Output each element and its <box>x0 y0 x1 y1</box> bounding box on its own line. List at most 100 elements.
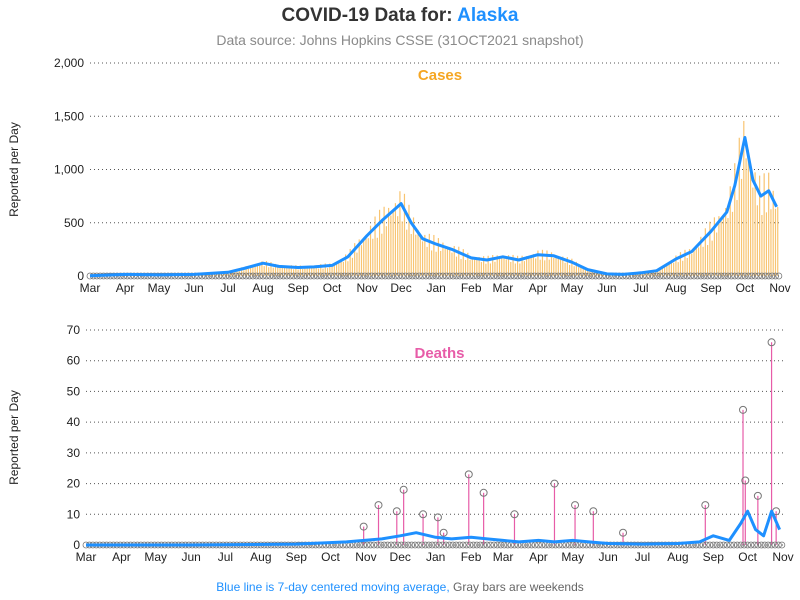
daily-marker <box>388 272 396 280</box>
daily-marker <box>575 272 583 280</box>
daily-marker <box>571 501 580 510</box>
daily-marker <box>463 272 471 280</box>
daily-marker <box>330 272 338 280</box>
daily-marker <box>741 476 750 485</box>
daily-marker <box>747 541 755 549</box>
x-tick-label: Oct <box>321 550 340 564</box>
daily-marker <box>768 272 776 280</box>
x-tick-label: Jul <box>218 550 233 564</box>
x-tick-label: May <box>148 281 171 295</box>
daily-marker <box>476 541 484 549</box>
daily-marker <box>259 272 267 280</box>
daily-marker <box>252 272 260 280</box>
daily-marker <box>561 272 569 280</box>
daily-marker <box>449 541 457 549</box>
daily-marker <box>397 541 405 549</box>
footnote: Blue line is 7-day centered moving avera… <box>0 580 800 594</box>
x-tick-label: Jun <box>181 550 200 564</box>
daily-marker <box>548 272 555 280</box>
daily-marker <box>402 272 409 280</box>
daily-marker <box>534 272 542 280</box>
daily-marker <box>709 541 717 549</box>
daily-marker <box>754 541 762 549</box>
daily-marker <box>283 272 291 280</box>
daily-marker <box>449 272 457 280</box>
footnote-moving-average: Blue line is 7-day centered moving avera… <box>216 580 450 594</box>
daily-marker <box>429 272 437 280</box>
daily-marker <box>558 272 566 280</box>
daily-marker <box>404 541 412 549</box>
daily-marker <box>273 272 281 280</box>
daily-marker <box>476 272 484 280</box>
daily-marker <box>290 272 298 280</box>
daily-marker <box>767 338 776 347</box>
daily-marker <box>310 272 318 280</box>
daily-marker <box>588 272 596 280</box>
daily-marker <box>317 272 325 280</box>
daily-marker <box>459 541 467 549</box>
daily-marker <box>439 528 448 537</box>
daily-marker <box>466 272 474 280</box>
daily-marker <box>707 272 715 280</box>
daily-marker <box>737 541 745 549</box>
daily-marker <box>761 272 769 280</box>
x-tick-label: Oct <box>738 550 757 564</box>
daily-marker <box>538 541 546 549</box>
daily-marker <box>765 272 773 280</box>
daily-marker <box>242 272 250 280</box>
x-tick-label: Feb <box>461 281 482 295</box>
daily-marker <box>422 272 430 280</box>
daily-marker <box>656 272 664 280</box>
x-tick-label: Feb <box>461 550 482 564</box>
daily-marker <box>687 272 695 280</box>
x-tick-label: Oct <box>736 281 755 295</box>
daily-marker <box>724 272 732 280</box>
daily-marker <box>459 272 467 280</box>
moving-average-line <box>86 509 781 547</box>
daily-marker <box>751 272 759 280</box>
daily-marker <box>370 541 378 549</box>
daily-marker <box>456 541 464 549</box>
daily-marker <box>392 272 399 280</box>
panel-deaths: 0 10 20 30 40 50 60 70 Mar Apr May Jun Jul Aug Sep Oct N… <box>7 323 794 564</box>
daily-marker <box>723 541 731 549</box>
daily-marker <box>748 272 756 280</box>
daily-marker <box>690 272 698 280</box>
daily-marker <box>720 541 727 549</box>
daily-marker <box>463 541 470 549</box>
chart-title: COVID-19 Data for: Alaska <box>0 5 800 27</box>
daily-marker <box>503 272 511 280</box>
daily-marker <box>354 272 362 280</box>
daily-marker <box>303 272 311 280</box>
x-tick-label: Aug <box>252 281 273 295</box>
daily-marker <box>286 272 294 280</box>
x-tick-label: Jun <box>597 281 616 295</box>
daily-marker <box>550 479 559 488</box>
daily-marker <box>666 272 674 280</box>
daily-marker <box>442 272 450 280</box>
daily-marker <box>367 541 374 549</box>
daily-marker <box>544 272 552 280</box>
daily-marker <box>739 405 748 414</box>
daily-marker <box>571 272 579 280</box>
daily-marker <box>480 272 488 280</box>
daily-bars <box>89 120 779 276</box>
daily-marker <box>562 541 570 549</box>
daily-marker <box>507 541 515 549</box>
daily-marker <box>619 528 628 537</box>
daily-marker <box>360 541 368 549</box>
daily-marker <box>361 272 369 280</box>
daily-marker <box>537 272 545 280</box>
x-tick-label: Dec <box>390 550 411 564</box>
daily-marker <box>347 272 355 280</box>
daily-marker <box>466 541 474 549</box>
y-tick-label: 0 <box>77 269 84 283</box>
daily-marker <box>401 541 409 549</box>
daily-marker <box>683 272 691 280</box>
daily-marker <box>554 272 562 280</box>
daily-marker <box>741 272 749 280</box>
daily-marker <box>344 272 352 280</box>
daily-marker <box>470 272 477 280</box>
daily-marker <box>405 272 413 280</box>
daily-marker <box>565 272 572 280</box>
